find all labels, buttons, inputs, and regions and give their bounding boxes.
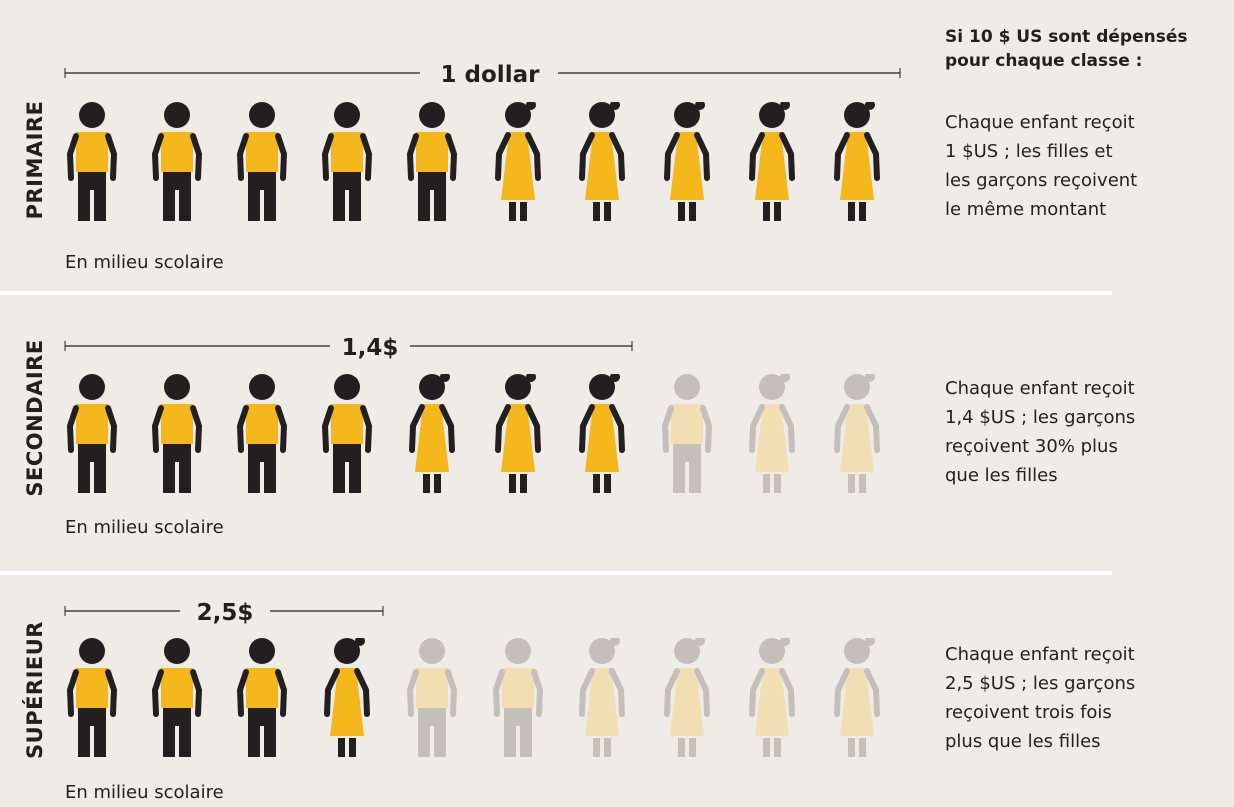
heading: pour chaque classe :	[945, 51, 1142, 71]
heading: Si 10 $ US sont dépensés	[945, 27, 1188, 47]
row: 1,4$ SECONDAIRE En milieu scolaire Chaqu…	[23, 335, 1135, 538]
description: le même montant	[945, 199, 1106, 220]
figures	[70, 374, 622, 493]
note: En milieu scolaire	[65, 782, 224, 803]
figures	[70, 638, 367, 757]
figures	[70, 102, 877, 221]
description: reçoivent 30% plus	[945, 436, 1118, 457]
description: reçoivent trois fois	[945, 702, 1112, 723]
row: 1 dollar PRIMAIRE En milieu scolaire Cha…	[23, 62, 1137, 273]
description: 1,4 $US ; les garçons	[945, 407, 1135, 428]
note: En milieu scolaire	[65, 517, 224, 538]
description: 2,5 $US ; les garçons	[945, 673, 1135, 694]
amount: 1,4$	[342, 335, 399, 361]
note: En milieu scolaire	[65, 252, 224, 273]
description: plus que les filles	[945, 731, 1101, 752]
description: Chaque enfant reçoit	[945, 112, 1135, 133]
figures-faded	[410, 638, 877, 757]
level: SECONDAIRE	[23, 339, 47, 496]
figures-faded	[665, 374, 877, 493]
description: Chaque enfant reçoit	[945, 378, 1135, 399]
row: 2,5$ SUPÉRIEUR En milieu scolaire Chaque…	[22, 600, 1135, 803]
description: 1 $US ; les filles et	[945, 141, 1113, 162]
amount: 1 dollar	[441, 62, 541, 88]
level: SUPÉRIEUR	[22, 621, 47, 759]
description: Chaque enfant reçoit	[945, 644, 1135, 665]
level: PRIMAIRE	[23, 101, 47, 220]
description: que les filles	[945, 465, 1058, 486]
description: les garçons reçoivent	[945, 170, 1137, 191]
amount: 2,5$	[197, 600, 254, 626]
